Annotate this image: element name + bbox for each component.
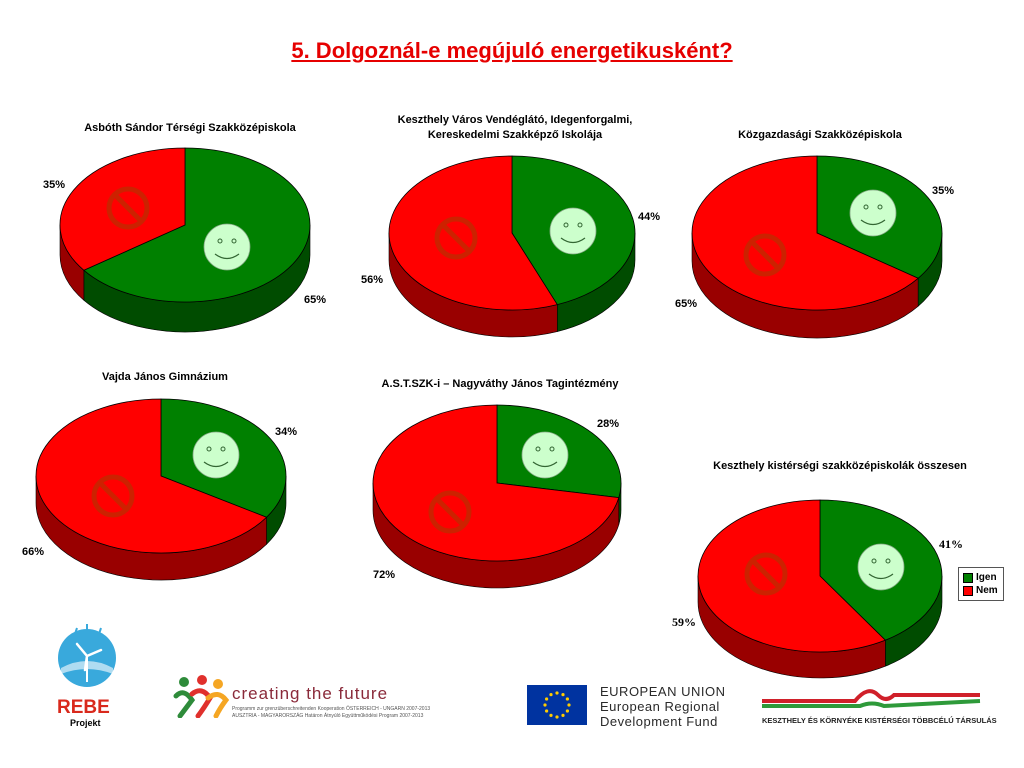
pct-label-5-no: 72% <box>373 569 396 581</box>
chart-title-3: Közgazdasági Szakközépiskola <box>738 129 902 141</box>
pie-2-no-sign-icon <box>434 216 478 260</box>
rebe-logo-subtext: Projekt <box>70 718 101 728</box>
pct-label-4-no: 66% <box>22 546 45 558</box>
pct-label-4-yes: 34% <box>275 426 298 438</box>
chart-title-6: Keszthely kistérségi szakközépiskolák ös… <box>713 460 967 472</box>
creating-the-future-logo-icon <box>173 675 230 718</box>
pct-label-6-no: 59% <box>672 615 696 629</box>
chart-title-5: A.S.T.SZK-i – Nagyváthy János Tagintézmé… <box>381 378 619 390</box>
pie-6-slice-no <box>697 499 887 653</box>
pct-label-3-yes: 35% <box>932 185 955 197</box>
pct-label-6-yes: 41% <box>939 537 963 551</box>
eu-text-block: EUROPEAN UNION European Regional Develop… <box>600 684 725 729</box>
pct-label-2-yes: 44% <box>638 211 661 223</box>
pie-3-smiley-icon <box>849 189 897 237</box>
eu-star-icon <box>561 693 565 697</box>
chart-title-2: Keszthely Város Vendéglátó, Idegenforgal… <box>350 113 680 143</box>
pie-3-slice-no <box>691 155 919 311</box>
legend-item-no: Nem <box>963 584 998 597</box>
eu-star-icon <box>565 709 569 713</box>
association-logo-icon <box>762 689 981 709</box>
pie-6-smiley-icon <box>857 543 905 591</box>
chart-title-1: Asbóth Sándor Térségi Szakközépiskola <box>84 122 296 134</box>
pie-5-no-sign-icon <box>428 490 472 534</box>
legend-swatch-yes <box>963 572 973 583</box>
chart-title-2-line-2: Kereskedelmi Szakképző Iskolája <box>427 129 603 141</box>
chart-title-4: Vajda János Gimnázium <box>102 371 228 383</box>
association-name: KESZTHELY ÉS KÖRNYÉKE KISTÉRSÉGI TÖBBCÉL… <box>762 716 997 725</box>
eu-star-icon <box>543 703 547 707</box>
rebe-logo-text: REBE <box>57 697 110 718</box>
eu-star-icon <box>545 697 549 701</box>
eu-line-3: Development Fund <box>600 714 718 729</box>
pie-1-no-sign-icon <box>106 186 150 230</box>
eu-star-icon <box>549 693 553 697</box>
pct-label-2-no: 56% <box>361 274 384 286</box>
eu-star-icon <box>549 713 553 717</box>
programme-line-at-hu: Programm zur grenzüberschreitenden Koope… <box>232 706 431 712</box>
pie-1-slice-no <box>59 147 186 271</box>
eu-flag-icon <box>527 685 587 725</box>
rebe-logo-icon <box>58 624 116 687</box>
page-title: 5. Dolgoznál-e megújuló energetikusként? <box>291 38 733 63</box>
pie-6-no-sign-icon <box>744 552 788 596</box>
eu-line-2: European Regional <box>600 699 720 714</box>
pie-1-slice-yes <box>83 147 311 303</box>
pct-label-3-no: 65% <box>675 298 698 310</box>
creating-the-future-slogan: creating the future <box>232 684 389 703</box>
eu-star-icon <box>555 691 559 695</box>
legend-label-yes: Igen <box>976 572 997 583</box>
eu-line-1: EUROPEAN UNION <box>600 684 726 699</box>
chart-legend: Igen Nem <box>958 567 1004 601</box>
legend-item-yes: Igen <box>963 571 998 584</box>
eu-star-icon <box>561 713 565 717</box>
pct-label-5-yes: 28% <box>597 418 620 430</box>
pie-2-smiley-icon <box>549 207 597 255</box>
pct-label-1-no: 35% <box>43 179 66 191</box>
chart-title-2-line-1: Keszthely Város Vendéglátó, Idegenforgal… <box>397 114 633 126</box>
pie-1-smiley-icon <box>203 223 251 271</box>
eu-star-icon <box>565 697 569 701</box>
pie-4-no-sign-icon <box>91 474 135 518</box>
pie-5-smiley-icon <box>521 431 569 479</box>
legend-swatch-no <box>963 585 973 596</box>
legend-label-no: Nem <box>976 585 998 596</box>
eu-star-icon <box>545 709 549 713</box>
programme-line-hu: AUSZTRIA - MAGYARORSZÁG Határon Átnyúló … <box>232 713 424 719</box>
eu-star-icon <box>555 715 559 719</box>
pie-4-slice-no <box>35 398 268 554</box>
eu-star-icon <box>567 703 571 707</box>
pie-4-smiley-icon <box>192 431 240 479</box>
pct-label-1-yes: 65% <box>304 294 327 306</box>
pie-3-no-sign-icon <box>743 233 787 277</box>
